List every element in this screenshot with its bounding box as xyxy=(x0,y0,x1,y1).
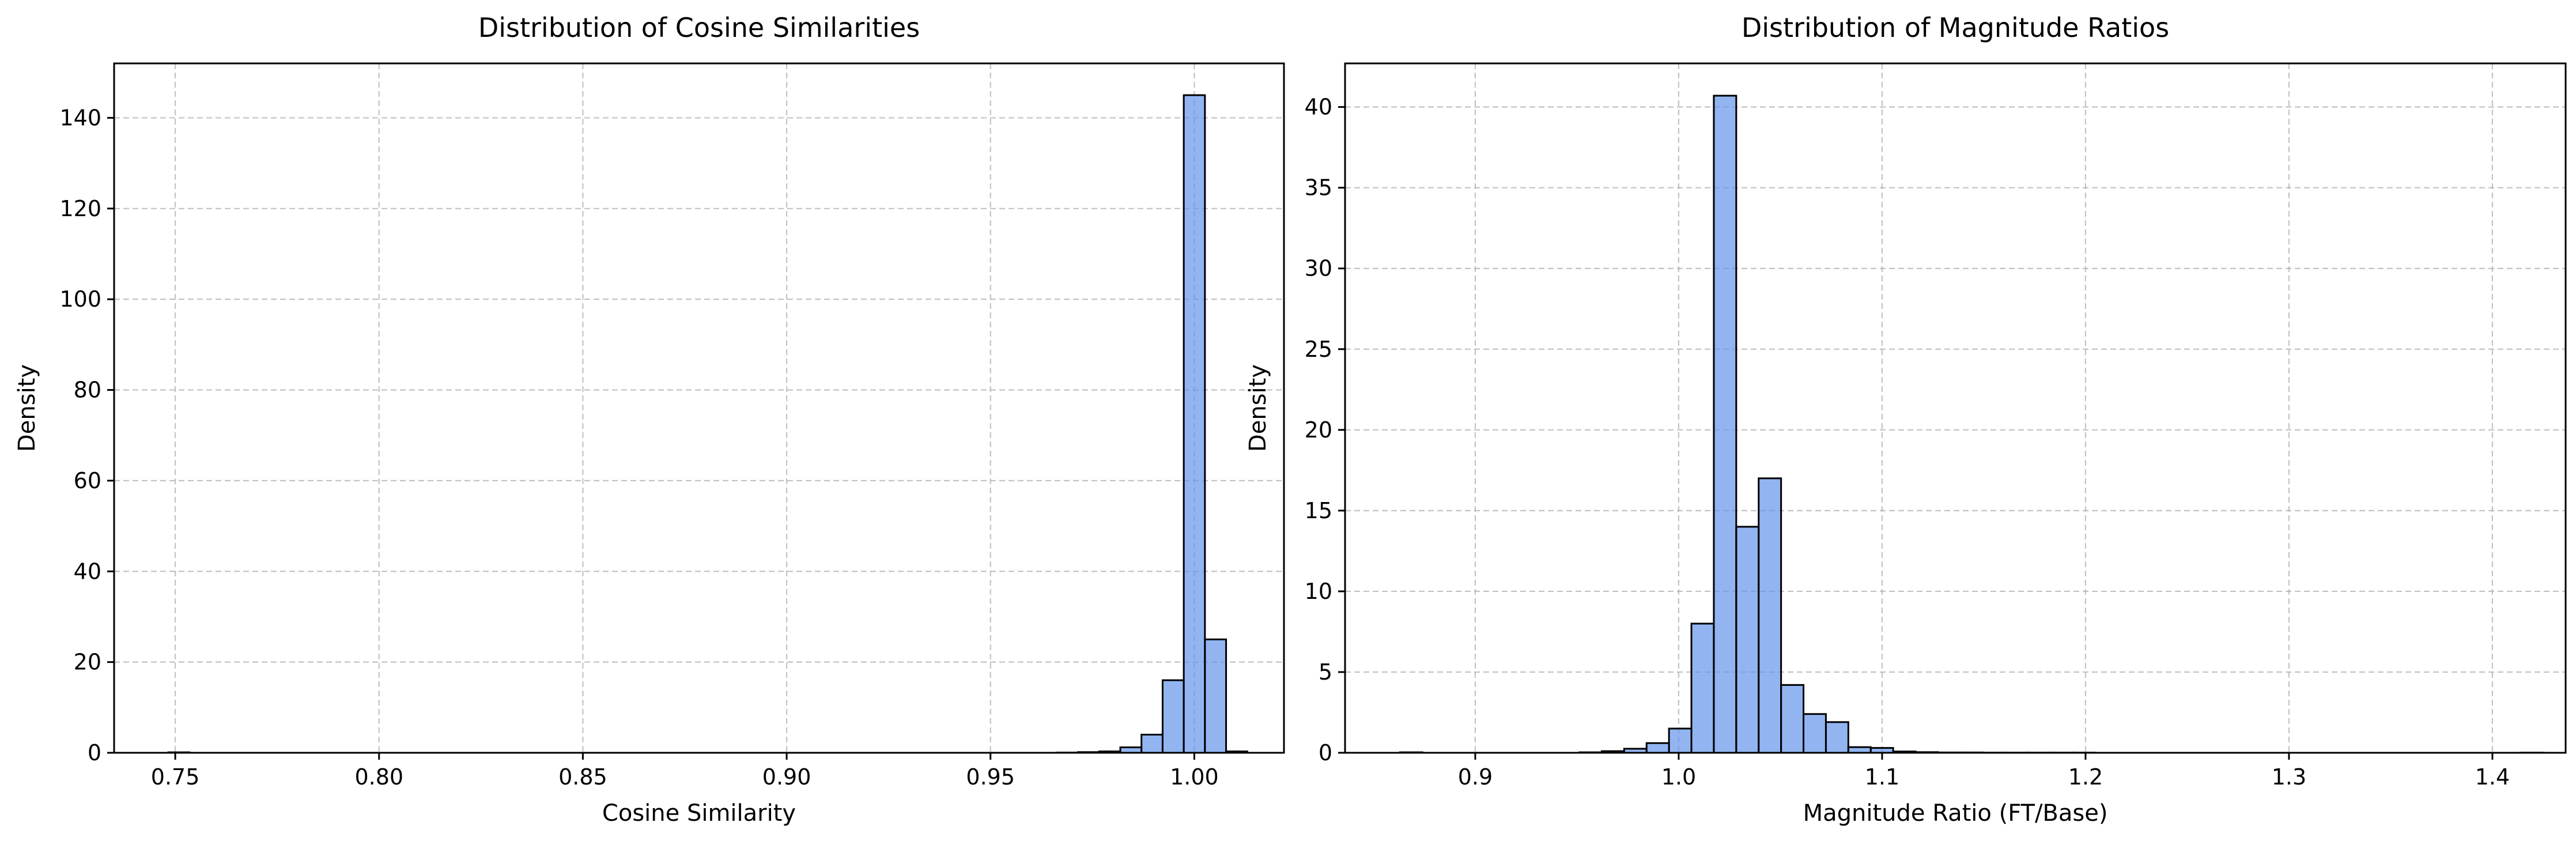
y-tick-label: 35 xyxy=(1305,175,1332,201)
histogram-bar xyxy=(1161,679,1185,754)
cosine-similarity-histogram: 0.75 0.80 0.85 0.90 0.95 1.00 0 20 40 60 80 100 120 1… xyxy=(14,12,1285,827)
y-tick-label: 0 xyxy=(1319,740,1332,765)
axis-ticks: 0.9 1.0 1.1 1.2 1.3 1.4 0 5 10 15 20 25 30 35 40 xyxy=(1305,95,2510,790)
y-tick-label: 20 xyxy=(1305,417,1332,443)
chart-title: Distribution of Cosine Similarities xyxy=(478,12,920,43)
histogram-bar xyxy=(1758,477,1782,754)
y-axis-label: Density xyxy=(14,364,40,452)
y-tick-label: 40 xyxy=(74,559,101,584)
x-tick-label: 0.9 xyxy=(1458,764,1493,790)
y-tick-label: 20 xyxy=(74,650,101,675)
histogram-bar xyxy=(1183,94,1206,754)
histogram-bar xyxy=(1690,623,1715,754)
histogram-bar xyxy=(1140,734,1164,754)
x-tick-label: 1.3 xyxy=(2272,764,2306,790)
y-tick-label: 80 xyxy=(74,378,101,403)
plot-frame xyxy=(1344,62,2567,754)
y-tick-label: 100 xyxy=(59,286,101,312)
y-tick-label: 10 xyxy=(1305,579,1332,604)
x-tick-label: 1.00 xyxy=(1170,764,1219,790)
y-tick-label: 25 xyxy=(1305,337,1332,362)
y-tick-label: 140 xyxy=(59,105,101,130)
y-tick-label: 60 xyxy=(74,468,101,493)
histogram-bar xyxy=(1713,95,1738,754)
magnitude-ratio-histogram: 0.9 1.0 1.1 1.2 1.3 1.4 0 5 10 15 20 25 30 35 40 Distr… xyxy=(1245,12,2567,827)
axis-ticks: 0.75 0.80 0.85 0.90 0.95 1.00 0 20 40 60 80 100 120 1… xyxy=(59,105,1218,790)
y-axis-label: Density xyxy=(1245,364,1271,452)
histogram-bar xyxy=(1803,713,1827,754)
histogram-bar xyxy=(1825,721,1849,754)
x-tick-label: 1.4 xyxy=(2475,764,2510,790)
x-tick-label: 0.75 xyxy=(151,764,200,790)
histogram-bar xyxy=(1668,727,1693,754)
x-tick-label: 0.90 xyxy=(762,764,811,790)
x-axis-label: Cosine Similarity xyxy=(602,800,796,827)
y-tick-label: 5 xyxy=(1319,659,1332,685)
y-tick-label: 120 xyxy=(59,196,101,221)
x-axis-label: Magnitude Ratio (FT/Base) xyxy=(1803,800,2108,827)
y-tick-label: 40 xyxy=(1305,95,1332,120)
plot-frame xyxy=(113,62,1285,754)
y-tick-label: 15 xyxy=(1305,498,1332,523)
chart-title: Distribution of Magnitude Ratios xyxy=(1742,12,2169,43)
x-tick-label: 0.85 xyxy=(558,764,607,790)
y-tick-label: 30 xyxy=(1305,256,1332,281)
x-tick-label: 0.80 xyxy=(354,764,403,790)
x-tick-label: 0.95 xyxy=(966,764,1015,790)
x-tick-label: 1.1 xyxy=(1865,764,1899,790)
y-tick-label: 0 xyxy=(88,740,101,765)
histogram-bar xyxy=(1204,638,1227,754)
histogram-bar xyxy=(1780,684,1805,754)
histogram-bar xyxy=(1735,526,1760,754)
histogram-bars xyxy=(1399,95,2544,754)
x-tick-label: 1.2 xyxy=(2068,764,2103,790)
x-tick-label: 1.0 xyxy=(1661,764,1696,790)
histogram-bar xyxy=(1645,742,1670,754)
